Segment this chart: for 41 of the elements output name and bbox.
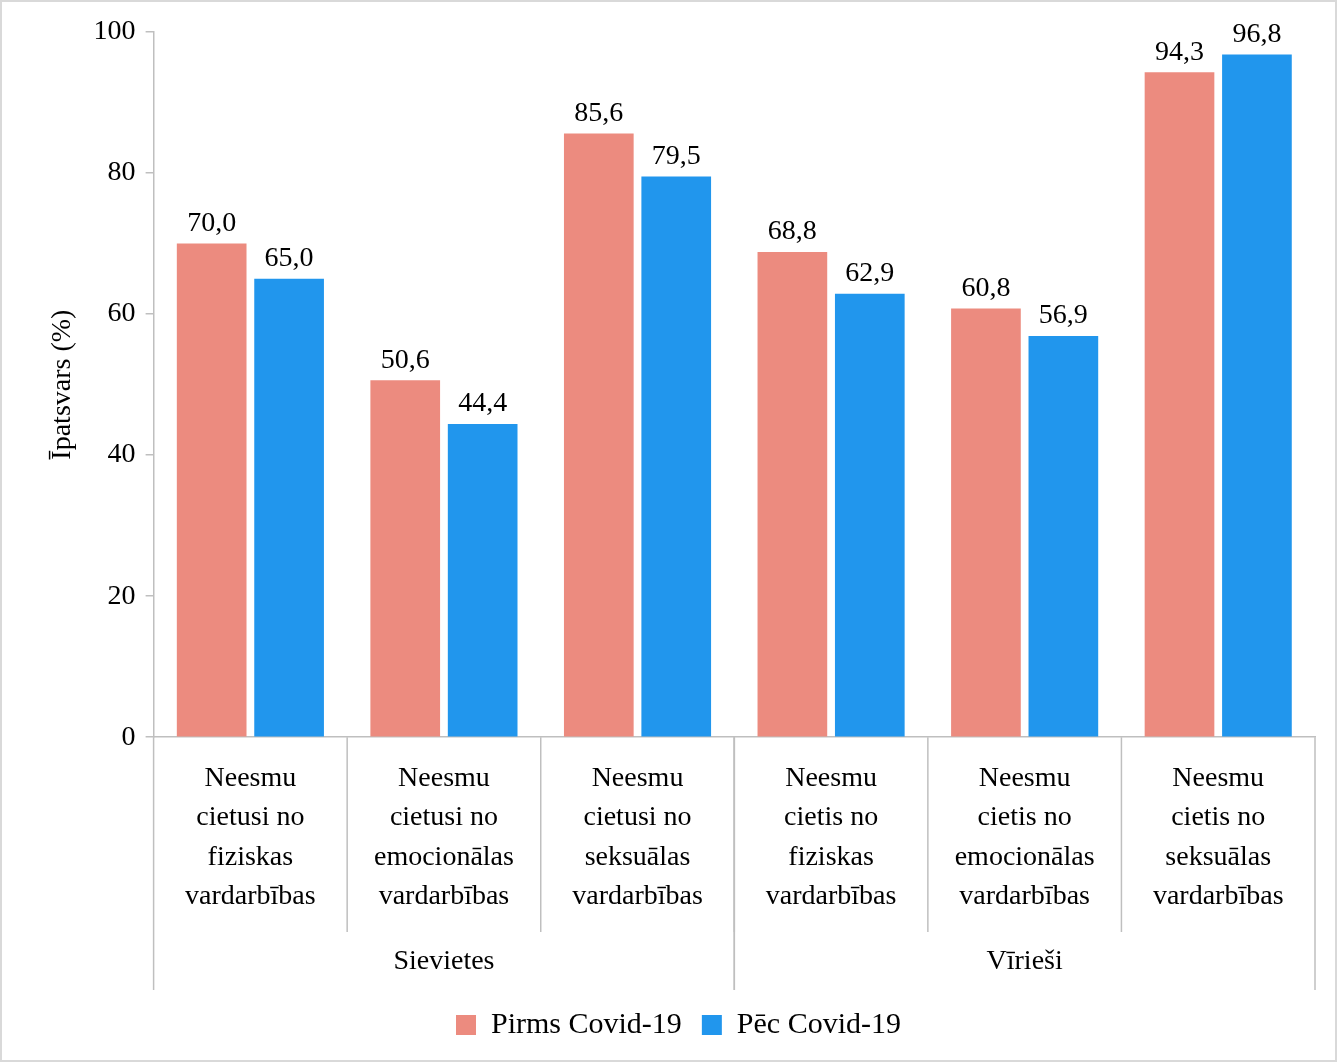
bar xyxy=(834,293,905,737)
x-tick-label: Neesmu cietis no fiziskas vardarbības xyxy=(765,761,897,910)
x-tick-label: Neesmu cietusi no emocionālas vardarbības xyxy=(373,761,514,910)
data-label: 62,9 xyxy=(845,255,895,287)
data-label: 96,8 xyxy=(1232,16,1282,48)
data-label: 68,8 xyxy=(767,214,817,246)
y-axis-title: Īpatsvars (%) xyxy=(45,309,77,460)
text: Sievietes xyxy=(393,944,495,976)
x-tick-label: Neesmu cietusi no seksuālas vardarbības xyxy=(572,761,703,910)
data-label: 60,8 xyxy=(961,270,1011,302)
data-label: 56,9 xyxy=(1038,298,1088,330)
y-tick-label: 60 xyxy=(107,296,136,328)
bar xyxy=(176,243,247,737)
bar xyxy=(757,252,828,737)
data-label: 50,6 xyxy=(380,342,430,374)
data-label: 94,3 xyxy=(1155,34,1204,66)
data-label: 70,0 xyxy=(187,205,237,237)
y-tick-label: 80 xyxy=(107,155,136,187)
bar xyxy=(951,308,1021,737)
legend-label: Pirms Covid-19 xyxy=(491,1005,682,1039)
bar xyxy=(370,380,441,737)
x-tick-label: Neesmu cietis no emocionālas vardarbības xyxy=(954,761,1095,910)
text: Vīrieši xyxy=(986,944,1063,976)
bar xyxy=(1222,54,1292,737)
data-label: 85,6 xyxy=(574,95,624,127)
bar xyxy=(254,278,324,737)
y-tick-label: 20 xyxy=(107,578,136,610)
bar xyxy=(563,133,634,737)
y-tick-label: 0 xyxy=(121,719,136,751)
data-label: 79,5 xyxy=(651,138,701,170)
bar xyxy=(1028,335,1099,737)
bar xyxy=(447,424,518,737)
data-label: 44,4 xyxy=(458,386,508,418)
bar xyxy=(641,176,712,737)
x-tick-label: Neesmu cietis no seksuālas vardarbības xyxy=(1152,761,1284,910)
y-tick-label: 100 xyxy=(93,14,136,46)
legend-label: Pēc Covid-19 xyxy=(736,1005,902,1039)
y-tick-label: 40 xyxy=(107,437,136,469)
x-tick-label: Neesmu cietusi no fiziskas vardarbības xyxy=(185,761,316,910)
data-label: 65,0 xyxy=(264,241,314,273)
bar xyxy=(1144,72,1215,737)
